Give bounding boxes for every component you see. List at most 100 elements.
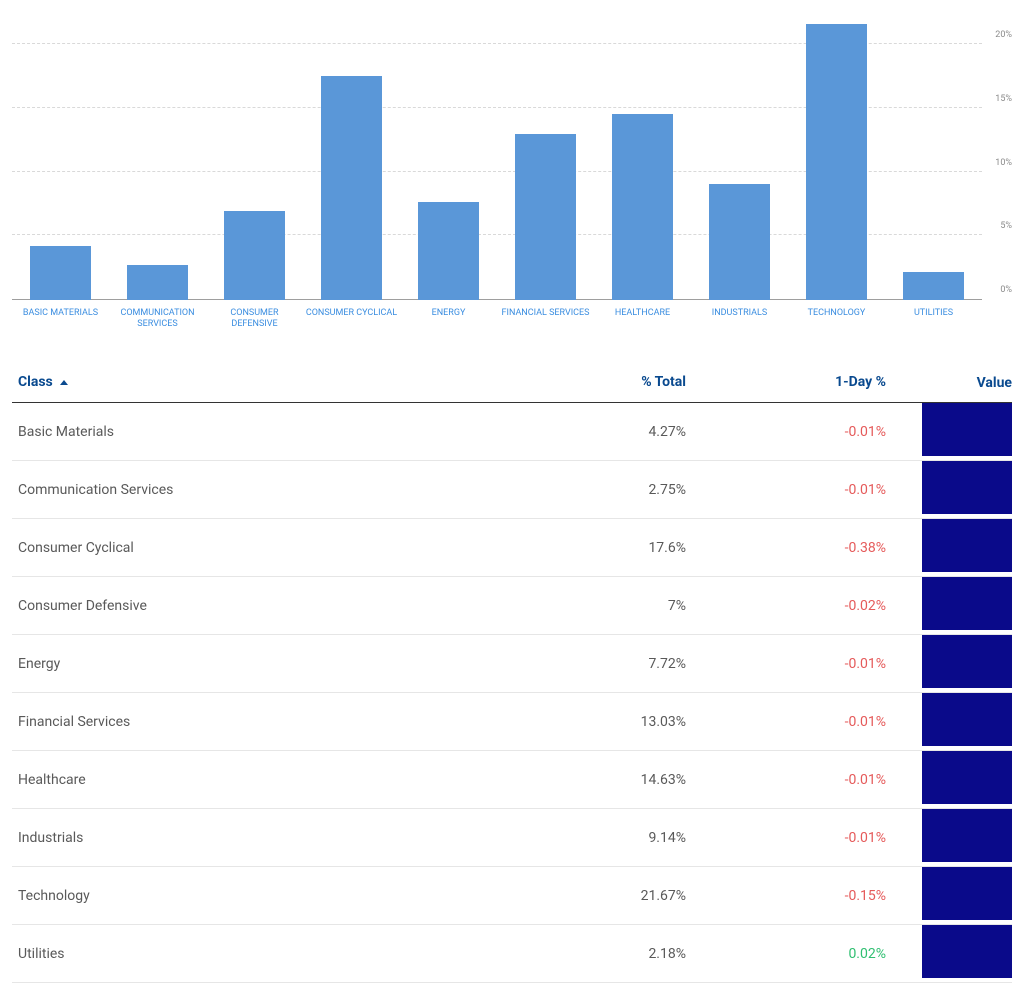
chart-bar[interactable] [806, 24, 866, 300]
chart-bar-slot [206, 20, 303, 300]
chart-bar-slot [594, 20, 691, 300]
cell-day-change: -0.38% [692, 519, 892, 577]
cell-total: 2.18% [492, 925, 692, 983]
cell-total: 4.27% [492, 403, 692, 461]
chart-bar-slot [12, 20, 109, 300]
cell-value [892, 809, 1012, 867]
chart-x-tick-label[interactable]: UTILITIES [885, 304, 982, 340]
cell-value [892, 867, 1012, 925]
cell-total: 13.03% [492, 693, 692, 751]
chart-x-tick-label[interactable]: BASIC MATERIALS [12, 304, 109, 340]
table-row[interactable]: Technology21.67%-0.15% [12, 867, 1012, 925]
chart-bar[interactable] [515, 134, 575, 300]
cell-day-change: -0.01% [692, 403, 892, 461]
cell-class: Technology [12, 867, 492, 925]
chart-y-tick-label: 10% [984, 158, 1012, 168]
sector-bar-chart: BASIC MATERIALSCOMMUNICATION SERVICESCON… [12, 20, 1012, 340]
chart-bar[interactable] [903, 272, 963, 300]
cell-total: 7% [492, 577, 692, 635]
value-block [922, 461, 1012, 514]
cell-day-change: -0.01% [692, 751, 892, 809]
chart-bar[interactable] [30, 246, 90, 300]
table-row[interactable]: Energy7.72%-0.01% [12, 635, 1012, 693]
chart-x-tick-label[interactable]: COMMUNICATION SERVICES [109, 304, 206, 340]
chart-bar-slot [303, 20, 400, 300]
cell-total: 14.63% [492, 751, 692, 809]
cell-value [892, 577, 1012, 635]
column-header-class-label: Class [18, 374, 53, 390]
cell-total: 9.14% [492, 809, 692, 867]
value-block [922, 867, 1012, 920]
cell-total: 21.67% [492, 867, 692, 925]
cell-total: 2.75% [492, 461, 692, 519]
value-block [922, 577, 1012, 630]
chart-y-tick-label: 0% [984, 285, 1012, 295]
cell-total: 7.72% [492, 635, 692, 693]
chart-x-tick-label[interactable]: FINANCIAL SERVICES [497, 304, 594, 340]
chart-y-tick-label: 15% [984, 94, 1012, 104]
value-block [922, 751, 1012, 804]
table-row[interactable]: Industrials9.14%-0.01% [12, 809, 1012, 867]
chart-y-tick-label: 20% [984, 30, 1012, 40]
cell-day-change: -0.01% [692, 635, 892, 693]
value-block [922, 809, 1012, 862]
chart-bar-slot [885, 20, 982, 300]
table-row[interactable]: Basic Materials4.27%-0.01% [12, 403, 1012, 461]
chart-bar[interactable] [224, 211, 284, 300]
chart-bar[interactable] [612, 114, 672, 300]
value-block [922, 925, 1012, 978]
column-header-day-label: 1-Day % [835, 374, 886, 390]
chart-bar[interactable] [418, 202, 478, 300]
column-header-day[interactable]: 1-Day % [692, 364, 892, 403]
cell-class: Energy [12, 635, 492, 693]
cell-day-change: -0.01% [692, 461, 892, 519]
cell-day-change: -0.01% [692, 809, 892, 867]
cell-class: Utilities [12, 925, 492, 983]
sort-ascending-icon [60, 380, 68, 385]
column-header-class[interactable]: Class [12, 364, 492, 403]
chart-bar-slot [691, 20, 788, 300]
cell-value [892, 519, 1012, 577]
value-block [922, 693, 1012, 746]
cell-value [892, 461, 1012, 519]
chart-bar[interactable] [709, 184, 769, 300]
cell-class: Industrials [12, 809, 492, 867]
chart-bar-slot [497, 20, 594, 300]
table-row[interactable]: Consumer Cyclical17.6%-0.38% [12, 519, 1012, 577]
chart-bar-slot [400, 20, 497, 300]
chart-bar[interactable] [127, 265, 187, 300]
cell-value [892, 925, 1012, 983]
chart-x-tick-label[interactable]: CONSUMER CYCLICAL [303, 304, 400, 340]
cell-value [892, 635, 1012, 693]
chart-bars [12, 20, 982, 300]
cell-class: Communication Services [12, 461, 492, 519]
cell-day-change: 0.02% [692, 925, 892, 983]
chart-bar-slot [109, 20, 206, 300]
cell-class: Basic Materials [12, 403, 492, 461]
table-row[interactable]: Healthcare14.63%-0.01% [12, 751, 1012, 809]
table-row[interactable]: Utilities2.18%0.02% [12, 925, 1012, 983]
cell-value [892, 693, 1012, 751]
table-row[interactable]: Consumer Defensive7%-0.02% [12, 577, 1012, 635]
chart-x-tick-label[interactable]: TECHNOLOGY [788, 304, 885, 340]
chart-y-tick-label: 5% [984, 221, 1012, 231]
cell-day-change: -0.15% [692, 867, 892, 925]
cell-value [892, 403, 1012, 461]
cell-class: Consumer Cyclical [12, 519, 492, 577]
sector-table: Class % Total 1-Day % Value Basic Materi… [12, 364, 1012, 983]
cell-class: Consumer Defensive [12, 577, 492, 635]
value-block [922, 403, 1012, 456]
table-row[interactable]: Financial Services13.03%-0.01% [12, 693, 1012, 751]
table-row[interactable]: Communication Services2.75%-0.01% [12, 461, 1012, 519]
column-header-total-label: % Total [641, 374, 686, 390]
cell-value [892, 751, 1012, 809]
chart-x-tick-label[interactable]: ENERGY [400, 304, 497, 340]
column-header-total[interactable]: % Total [492, 364, 692, 403]
chart-bar[interactable] [321, 76, 381, 300]
column-header-value[interactable]: Value [892, 364, 1012, 403]
chart-x-tick-label[interactable]: INDUSTRIALS [691, 304, 788, 340]
chart-x-labels: BASIC MATERIALSCOMMUNICATION SERVICESCON… [12, 304, 982, 340]
cell-day-change: -0.01% [692, 693, 892, 751]
chart-x-tick-label[interactable]: CONSUMER DEFENSIVE [206, 304, 303, 340]
chart-x-tick-label[interactable]: HEALTHCARE [594, 304, 691, 340]
